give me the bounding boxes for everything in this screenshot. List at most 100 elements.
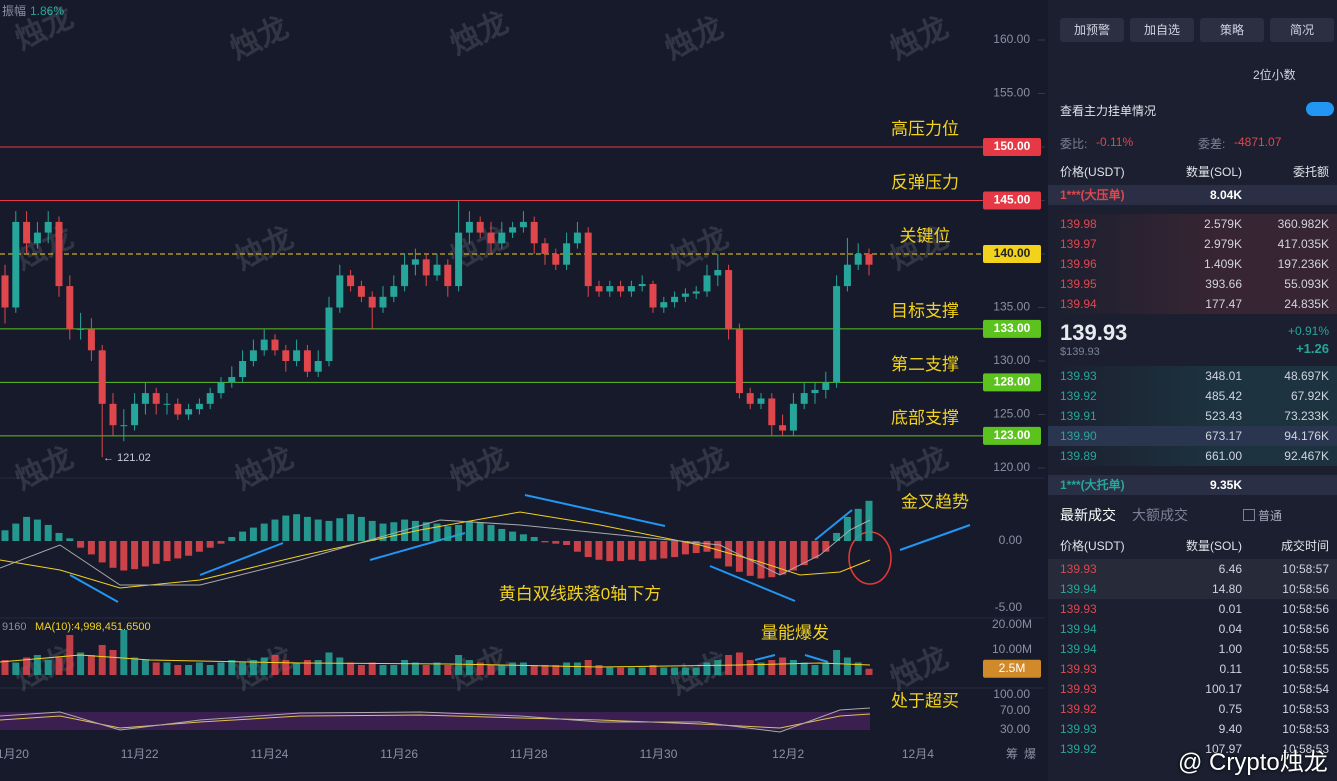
candle-body (638, 283, 646, 287)
rsi-tick-label: 30.00 (1000, 722, 1030, 736)
book-row: 139.94 0.04 10:58:56 (1048, 619, 1337, 639)
price-tick-label: 125.00 (993, 407, 1030, 421)
macd-bar (703, 541, 711, 552)
bid-cell: 92.467K (1284, 449, 1329, 463)
macd-bar (509, 531, 517, 541)
candle-body (768, 398, 776, 426)
date-label: 11月20 (0, 747, 29, 761)
volume-bar (444, 665, 452, 675)
macd-bar (854, 508, 862, 541)
book-row: 139.96 1.409K 197.236K (1048, 254, 1337, 274)
volume-bar (109, 650, 117, 675)
macd-bar (638, 541, 646, 562)
book-row: 139.92 107.97 10:58:53 (1048, 739, 1337, 759)
panel-button[interactable]: 策略 (1200, 18, 1264, 42)
bid-cell: 661.00 (1205, 449, 1242, 463)
book-row: 139.90 673.17 94.176K (1048, 426, 1337, 446)
volume-bar (455, 655, 463, 675)
button-label[interactable]: 加预警 (1073, 23, 1110, 37)
volume-bar (509, 662, 517, 675)
ask-cell: 139.98 (1060, 217, 1097, 231)
ask-cell: 393.66 (1205, 277, 1242, 291)
price-tick-label: 160.00 (993, 32, 1030, 46)
volume-bar (573, 662, 581, 675)
watermark: 烛龙 (230, 221, 298, 276)
volume-ma (0, 654, 871, 668)
bid-cell: 94.176K (1284, 429, 1329, 443)
candle-body (779, 425, 787, 431)
book-row: 139.95 393.66 55.093K (1048, 274, 1337, 294)
macd-bar (239, 531, 247, 541)
bid-cell: 523.43 (1205, 409, 1242, 423)
macd-bar (563, 541, 571, 546)
macd-bar (325, 520, 333, 541)
macd-bar (800, 541, 808, 566)
macd-bar (77, 541, 85, 548)
macd-bar (55, 532, 63, 541)
candle-body (401, 264, 409, 287)
candle-body (44, 221, 52, 233)
level-tag-label: 133.00 (994, 321, 1031, 335)
macd-bar (303, 516, 311, 541)
trade-cell: 10:58:57 (1282, 562, 1329, 576)
rsi-line (0, 707, 871, 733)
volume-bar (357, 665, 365, 675)
button-label[interactable]: 加自选 (1143, 23, 1180, 37)
ask-cell: 139.97 (1060, 237, 1097, 251)
book-row: 139.89 661.00 92.467K (1048, 446, 1337, 466)
big-ask-label: 1***(大压单) (1060, 188, 1125, 202)
volume-left-label: 9160 (2, 621, 26, 633)
tab[interactable]: 大额成交 (1132, 507, 1188, 523)
trade-cell: 9.40 (1218, 722, 1242, 736)
ask-cell: 24.835K (1284, 297, 1329, 311)
book-row: 139.93 9.40 10:58:53 (1048, 719, 1337, 739)
bid-cell: 348.01 (1205, 369, 1242, 383)
macd-bar (606, 541, 614, 562)
level-tag (983, 373, 1041, 392)
candle-body (444, 264, 452, 287)
macd-bar (368, 520, 376, 541)
watermark: 烛龙 (665, 441, 733, 496)
candle-body (293, 350, 301, 361)
panel-button[interactable]: 简况 (1270, 18, 1334, 42)
candle-body (163, 403, 171, 405)
volume-bar (822, 662, 830, 675)
book-row: 139.94 1.00 10:58:55 (1048, 639, 1337, 659)
volume-bar (336, 657, 344, 675)
macd-bar (671, 541, 679, 558)
price-tick-label: 130.00 (993, 353, 1030, 367)
candle-body (509, 227, 517, 233)
macd-bar (282, 515, 290, 541)
level-tag-label: 150.00 (994, 139, 1031, 153)
panel-button[interactable]: 加自选 (1130, 18, 1194, 42)
volume-bar (498, 665, 506, 675)
volume-bar (55, 657, 63, 675)
candle-body (735, 328, 743, 394)
macd-dif (0, 511, 871, 589)
change-pct: +0.91% (1287, 324, 1329, 338)
volume-bar (23, 657, 31, 675)
ask-cell: 1.409K (1203, 257, 1242, 271)
level-name: 反弹压力 (891, 173, 959, 192)
tab[interactable]: 最新成交 (1060, 507, 1116, 523)
book-row: 价格(USDT) 数量(SOL) 委托额 (1048, 162, 1337, 182)
volume-bar (260, 657, 268, 675)
price-tick-label: 155.00 (993, 86, 1030, 100)
trade-cell: 139.94 (1060, 582, 1097, 596)
ask-cell: 139.94 (1060, 297, 1097, 311)
volume-bar (33, 655, 41, 675)
candle-body (77, 328, 85, 330)
candle-body (1, 275, 9, 308)
button-label[interactable]: 简况 (1289, 23, 1314, 37)
volume-bar (800, 662, 808, 675)
panel-button[interactable]: 加预警 (1060, 18, 1124, 42)
macd-bar (379, 523, 387, 541)
macd-bar (120, 541, 128, 571)
volume-bar (12, 662, 20, 675)
volume-bar (1, 660, 9, 675)
macd-bar (228, 536, 236, 541)
volume-bar (422, 665, 430, 675)
button-label[interactable]: 策略 (1219, 23, 1244, 37)
macd-bar (12, 523, 20, 541)
macd-bar (779, 541, 787, 575)
